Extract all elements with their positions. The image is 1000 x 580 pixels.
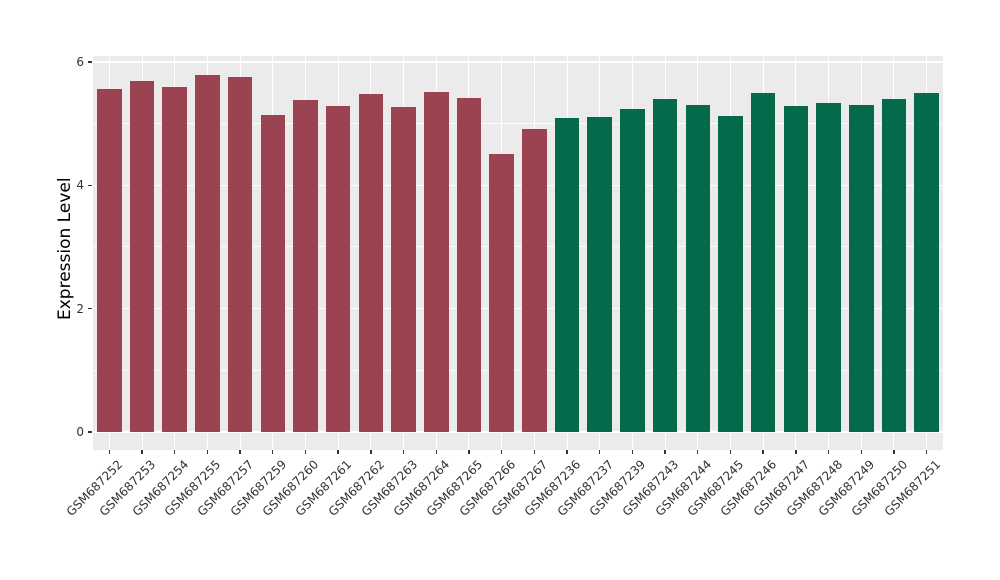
bar-GSM687262	[358, 94, 384, 432]
x-tick-mark-GSM687246	[762, 450, 764, 454]
x-tick-mark-GSM687264	[435, 450, 437, 454]
bar-GSM687244	[685, 105, 711, 432]
y-tick-label-4: 4	[76, 178, 84, 193]
bar-GSM687253	[129, 81, 155, 432]
gridline-major-y6	[93, 61, 943, 63]
gridline-minor-y3	[93, 246, 943, 248]
bar-GSM687260	[293, 99, 318, 432]
y-tick-mark-2	[88, 307, 92, 310]
y-tick-label-2: 2	[76, 301, 84, 316]
y-tick-mark-4	[88, 184, 92, 187]
x-tick-mark-GSM687266	[500, 450, 503, 454]
x-tick-mark-GSM687243	[664, 450, 666, 454]
gridline-major-y4	[93, 184, 943, 187]
bar-GSM687237	[587, 117, 612, 432]
x-tick-mark-GSM687249	[860, 450, 862, 454]
bar-GSM687266	[489, 154, 514, 432]
bar-GSM687247	[783, 106, 809, 432]
x-tick-mark-GSM687239	[631, 450, 634, 454]
x-tick-mark-GSM687262	[370, 450, 372, 454]
x-tick-mark-GSM687250	[893, 450, 895, 454]
gridline-major-y2	[93, 307, 943, 310]
bar-GSM687257	[227, 76, 253, 432]
bar-GSM687254	[162, 87, 187, 432]
bar-GSM687249	[849, 104, 874, 432]
bar-GSM687255	[195, 74, 220, 432]
x-tick-mark-GSM687255	[206, 450, 209, 454]
bar-GSM687264	[424, 92, 449, 432]
y-tick-mark-6	[88, 61, 92, 63]
y-tick-mark-0	[88, 431, 92, 433]
x-tick-mark-GSM687245	[729, 450, 732, 454]
x-tick-mark-GSM687236	[566, 450, 568, 454]
x-tick-mark-GSM687247	[795, 450, 797, 454]
x-tick-mark-GSM687267	[533, 450, 536, 454]
bar-GSM687259	[260, 115, 286, 432]
y-tick-label-0: 0	[76, 425, 84, 439]
bar-GSM687252	[97, 89, 122, 432]
bar-GSM687245	[718, 115, 743, 432]
x-tick-mark-GSM687237	[599, 450, 601, 454]
x-tick-mark-GSM687252	[108, 450, 111, 454]
gridline-minor-y1	[93, 369, 943, 371]
x-tick-mark-GSM687265	[468, 450, 470, 454]
bar-GSM687265	[456, 97, 482, 432]
x-tick-mark-GSM687259	[272, 450, 274, 454]
bar-GSM687250	[881, 98, 907, 432]
x-tick-mark-GSM687251	[925, 450, 928, 454]
x-tick-mark-GSM687260	[304, 450, 307, 454]
x-tick-mark-GSM687254	[174, 450, 176, 454]
x-tick-mark-GSM687253	[141, 450, 143, 454]
gridline-minor-y5	[93, 123, 943, 125]
gridline-major-y0	[93, 431, 943, 433]
bar-GSM687243	[652, 98, 678, 432]
bar-GSM687261	[325, 106, 351, 432]
bar-GSM687267	[522, 128, 547, 432]
bar-GSM687246	[750, 93, 776, 432]
bar-GSM687251	[914, 92, 939, 432]
y-tick-label-6: 6	[76, 54, 84, 69]
bar-GSM687239	[620, 108, 645, 432]
y-axis-title: Expression Level	[55, 177, 75, 320]
x-tick-mark-GSM687261	[337, 450, 339, 454]
bar-GSM687248	[816, 102, 841, 432]
bar-GSM687263	[391, 107, 416, 432]
x-tick-mark-GSM687263	[402, 450, 405, 454]
x-tick-mark-GSM687244	[697, 450, 699, 454]
bar-GSM687236	[554, 118, 580, 432]
x-tick-mark-GSM687257	[239, 450, 241, 454]
x-tick-mark-GSM687248	[827, 450, 830, 454]
